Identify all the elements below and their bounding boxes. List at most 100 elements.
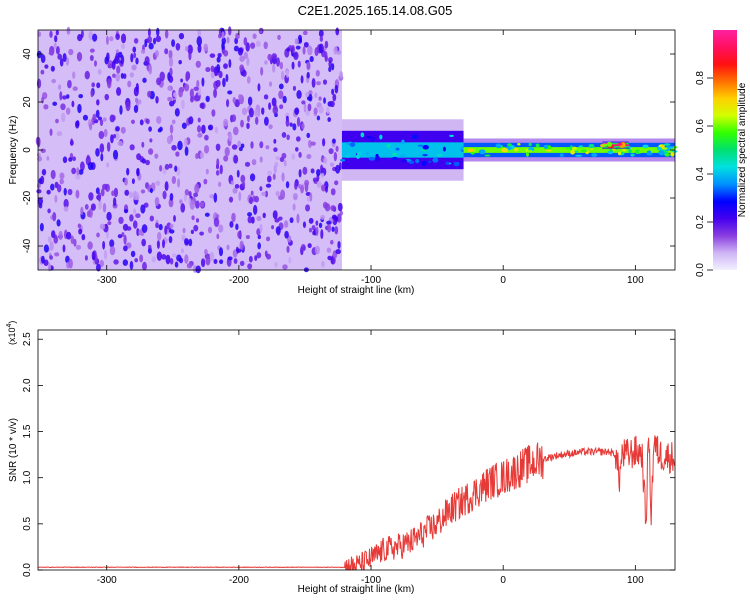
heatmap-speckle <box>168 163 173 169</box>
heatmap-speckle <box>135 57 139 65</box>
heatmap-speckle <box>70 235 75 245</box>
heatmap-speckle <box>76 167 80 176</box>
heatmap-speckle <box>147 28 151 37</box>
heatmap-speckle <box>311 78 316 88</box>
heatmap-region-0 <box>38 30 342 270</box>
heatmap-speckle <box>318 222 323 229</box>
heatmap-speckle <box>104 56 109 65</box>
heatmap-speckle <box>330 239 334 245</box>
heatmap-speckle <box>50 65 55 72</box>
heatmap-speckle <box>140 204 146 214</box>
heatmap-band-blob <box>445 161 450 165</box>
heatmap-speckle <box>263 94 269 100</box>
heatmap-speckle <box>236 248 242 253</box>
heatmap-speckle <box>295 136 301 142</box>
heatmap-band-blob <box>663 143 671 146</box>
heatmap-speckle <box>123 209 129 214</box>
heatmap-speckle <box>214 126 219 134</box>
heatmap-speckle <box>47 236 52 243</box>
heatmap-speckle <box>136 153 142 161</box>
heatmap-speckle <box>286 245 290 253</box>
heatmap-speckle <box>141 238 147 247</box>
heatmap-speckle <box>326 220 332 225</box>
heatmap-speckle <box>233 126 239 136</box>
heatmap-speckle <box>127 80 132 88</box>
heatmap-speckle <box>193 86 199 91</box>
heatmap-speckle <box>78 169 84 175</box>
heatmap-speckle <box>215 143 221 151</box>
heatmap-speckle <box>96 82 101 89</box>
heatmap-speckle <box>123 245 128 252</box>
heatmap-speckle <box>242 69 247 77</box>
heatmap-speckle <box>320 261 325 268</box>
heatmap-speckle <box>156 251 162 261</box>
heatmap-speckle <box>113 259 119 265</box>
heatmap-band-blob <box>525 151 530 157</box>
heatmap-speckle <box>133 208 137 215</box>
heatmap-speckle <box>177 140 183 151</box>
snr-y-multiplier: (x104) <box>6 321 17 345</box>
heatmap-speckle <box>241 107 248 116</box>
heatmap-speckle <box>155 180 161 186</box>
heatmap-speckle <box>307 243 312 249</box>
heatmap-speckle <box>123 234 127 245</box>
heatmap-speckle <box>274 261 278 268</box>
heatmap-speckle <box>133 86 139 97</box>
snr-ticks: -300 -200 -100 0 100 0.0 0.5 1.0 1.5 2.0 2.5 <box>22 330 675 586</box>
heatmap-speckle <box>264 250 268 258</box>
heatmap-band-blob <box>478 149 486 155</box>
heatmap-speckle <box>57 53 63 60</box>
heatmap-speckle <box>53 42 57 50</box>
heatmap-speckle <box>326 247 332 253</box>
heatmap-speckle <box>286 134 290 141</box>
heatmap-speckle <box>269 81 273 87</box>
heatmap-speckle <box>122 259 128 266</box>
heatmap-speckle <box>277 195 284 201</box>
heatmap-speckle <box>139 254 144 263</box>
heatmap-speckle <box>285 118 290 127</box>
heatmap-speckle <box>327 117 332 122</box>
heatmap-speckle <box>320 214 325 220</box>
heatmap-speckle <box>65 255 70 264</box>
heatmap-speckle <box>250 42 256 49</box>
heatmap-speckle <box>219 164 223 175</box>
heatmap-speckle <box>56 184 62 193</box>
heatmap-speckle <box>316 115 321 121</box>
heatmap-speckle <box>126 226 132 231</box>
heatmap-speckle <box>215 170 220 176</box>
heatmap-speckle <box>325 186 328 193</box>
heatmap-band-blob <box>602 143 608 147</box>
heatmap-band-blob <box>421 149 427 152</box>
heatmap-speckle <box>289 122 293 127</box>
heatmap-speckle <box>277 34 281 40</box>
heatmap-speckle <box>62 156 68 164</box>
heatmap-band-blob <box>630 153 635 157</box>
heatmap-speckle <box>293 51 299 61</box>
heatmap-speckle <box>195 200 200 209</box>
heatmap-speckle <box>239 64 245 72</box>
heatmap-speckle <box>201 77 205 87</box>
heatmap-speckle <box>331 226 335 232</box>
heatmap-speckle <box>213 88 217 98</box>
heatmap-speckle <box>302 46 306 55</box>
heatmap-band-blob <box>607 141 613 147</box>
heatmap-speckle <box>156 240 160 249</box>
heatmap-speckle <box>308 227 313 233</box>
heatmap-band-blob <box>642 144 649 149</box>
heatmap-speckle <box>291 61 295 70</box>
heatmap-band-blob <box>412 134 418 140</box>
heatmap-band-blob <box>514 147 519 152</box>
heatmap-speckle <box>66 26 71 35</box>
heatmap-band-blob <box>484 154 491 157</box>
heatmap-speckle <box>87 162 94 171</box>
heatmap-speckle <box>308 93 313 102</box>
heatmap-speckle <box>167 85 172 91</box>
colorbar-tick-label: 0.2 <box>695 215 706 229</box>
heatmap-speckle <box>112 73 116 78</box>
heatmap-band-blob <box>578 145 584 148</box>
snr-y-axis-label: SNR (10 * v/v) <box>8 418 19 482</box>
heatmap-speckle <box>46 189 51 195</box>
heatmap-speckle <box>111 190 115 197</box>
y-tick-label: 0.0 <box>22 563 33 577</box>
heatmap-speckle <box>81 233 86 241</box>
